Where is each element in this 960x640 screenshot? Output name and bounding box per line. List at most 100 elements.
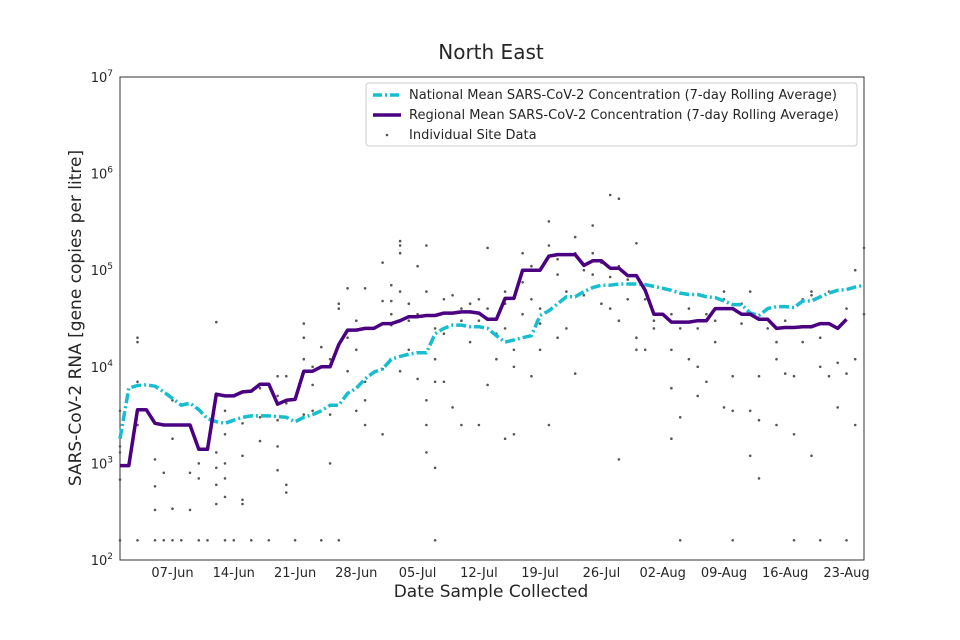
site-data-point	[705, 312, 708, 316]
site-data-point	[337, 302, 341, 306]
site-data-point	[197, 477, 201, 480]
y-tick-label: 105	[91, 262, 113, 279]
site-data-point	[713, 319, 717, 323]
site-data-point	[757, 477, 761, 480]
site-data-point	[582, 268, 586, 272]
site-data-point	[775, 423, 778, 427]
site-data-point	[530, 298, 533, 301]
site-data-point	[678, 416, 682, 419]
site-data-point	[713, 340, 717, 344]
site-data-point	[223, 495, 227, 499]
site-data-point	[792, 539, 796, 542]
site-data-point	[118, 409, 122, 413]
site-data-point	[582, 294, 586, 297]
site-data-point	[381, 261, 384, 264]
y-tick-label: 106	[91, 166, 114, 183]
legend-swatch-sites	[385, 133, 389, 137]
site-data-point	[862, 312, 866, 316]
legend-box	[365, 82, 858, 147]
site-data-point	[425, 244, 428, 247]
site-data-point	[153, 458, 157, 461]
site-data-point	[153, 508, 157, 512]
site-data-point	[241, 422, 244, 425]
site-data-point	[346, 287, 349, 290]
site-data-point	[687, 357, 691, 361]
site-data-point	[206, 539, 209, 542]
site-data-point	[215, 466, 218, 470]
site-data-point	[626, 298, 629, 301]
site-data-point	[530, 264, 533, 268]
site-data-point	[521, 312, 524, 316]
chart-title: North East	[438, 40, 544, 64]
site-data-point	[547, 220, 551, 223]
site-data-point	[302, 322, 306, 325]
site-data-point	[363, 423, 367, 427]
site-data-point	[398, 239, 402, 243]
site-data-point	[118, 445, 122, 448]
x-tick-label: 21-Jun	[274, 566, 316, 581]
site-data-point	[215, 483, 218, 487]
site-data-point	[512, 433, 516, 436]
site-data-point	[748, 409, 752, 413]
site-data-point	[407, 319, 411, 323]
site-data-point	[591, 273, 594, 276]
site-data-point	[433, 539, 437, 542]
site-data-point	[853, 423, 857, 427]
site-data-point	[328, 413, 332, 416]
site-data-point	[390, 283, 393, 287]
site-data-point	[171, 507, 174, 511]
site-data-point	[293, 539, 297, 542]
site-data-point	[363, 287, 367, 290]
site-data-point	[836, 361, 839, 365]
x-tick-label: 14-Jun	[213, 566, 255, 581]
site-data-point	[766, 327, 769, 330]
site-data-point	[285, 401, 288, 405]
site-data-point	[687, 307, 691, 310]
x-tick-label: 19-Jul	[521, 566, 559, 581]
site-data-point	[556, 336, 559, 340]
site-data-point	[398, 290, 402, 293]
site-data-point	[731, 409, 734, 413]
site-data-point	[722, 290, 726, 293]
site-data-point	[512, 365, 516, 369]
site-data-point	[678, 327, 682, 330]
site-data-point	[862, 246, 866, 250]
site-data-point	[556, 273, 559, 276]
series-lines	[118, 252, 865, 468]
site-data-point	[232, 539, 236, 542]
site-data-point	[267, 539, 271, 542]
site-data-point	[643, 298, 647, 301]
site-data-point	[731, 374, 734, 378]
site-data-point	[810, 294, 813, 297]
site-data-point	[503, 290, 507, 293]
site-data-point	[180, 539, 183, 542]
site-data-point	[258, 439, 262, 443]
site-data-point	[311, 409, 314, 413]
site-data-point	[250, 539, 253, 542]
site-data-point	[328, 357, 332, 361]
site-data-point	[433, 380, 437, 384]
site-data-point	[425, 423, 428, 427]
site-data-point	[801, 340, 804, 344]
site-data-point	[818, 539, 822, 542]
site-data-point	[223, 433, 227, 436]
site-data-point	[486, 307, 489, 310]
site-data-point	[223, 539, 227, 542]
x-axis-title: Date Sample Collected	[394, 582, 589, 602]
site-data-point	[845, 307, 848, 310]
site-data-point	[241, 454, 244, 458]
site-data-point	[740, 322, 743, 325]
x-tick-label: 02-Aug	[640, 566, 686, 581]
x-tick-label: 28-Jun	[335, 566, 377, 581]
site-data-point	[617, 319, 621, 323]
legend: National Mean SARS-CoV-2 Concentration (…	[365, 82, 858, 147]
site-data-point	[731, 539, 734, 542]
site-data-point	[468, 340, 472, 344]
site-data-point	[783, 372, 787, 375]
site-data-point	[477, 319, 481, 323]
x-tick-label: 23-Aug	[823, 566, 869, 581]
site-data-point	[591, 224, 594, 227]
site-data-point	[136, 539, 139, 542]
site-data-point	[162, 539, 166, 542]
site-data-point	[302, 413, 306, 416]
